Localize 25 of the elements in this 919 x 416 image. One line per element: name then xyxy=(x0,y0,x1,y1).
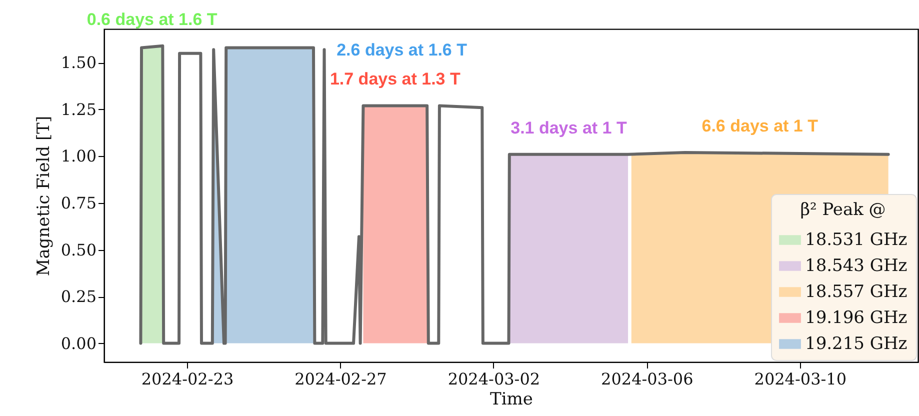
y-tick-label: 1.00 xyxy=(60,146,96,166)
x-tick-label: 2024-03-02 xyxy=(448,370,540,388)
annotation: 6.6 days at 1 T xyxy=(702,116,819,136)
y-tick-label: 1.50 xyxy=(60,53,96,72)
legend-label: 19.196 GHz xyxy=(805,308,908,328)
annotation: 3.1 days at 1 T xyxy=(510,118,628,138)
legend-label: 18.531 GHz xyxy=(805,230,908,250)
legend-label: 19.215 GHz xyxy=(805,334,908,354)
y-tick-label: 0.50 xyxy=(60,240,96,260)
annotation: 1.7 days at 1.3 T xyxy=(330,70,461,89)
annotation: 2.6 days at 1.6 T xyxy=(336,40,468,60)
legend-title: β² Peak @ xyxy=(800,200,886,220)
x-tick-label: 2024-03-06 xyxy=(601,370,694,388)
x-tick-label: 2024-02-27 xyxy=(294,370,387,388)
x-tick-label: 2024-03-10 xyxy=(754,370,847,388)
y-tick-label: 0.25 xyxy=(60,287,96,306)
y-tick-label: 1.25 xyxy=(60,100,96,119)
y-axis-title: Magnetic Field [T] xyxy=(34,116,54,276)
y-tick-label: 0.75 xyxy=(60,193,96,212)
legend-label: 18.543 GHz xyxy=(805,256,908,276)
text: 0.6 days at 1.6 T xyxy=(86,10,218,29)
x-tick-label: 2024-02-23 xyxy=(141,370,234,388)
legend-label: 18.557 GHz xyxy=(805,282,908,302)
x-axis-title: Time xyxy=(490,390,533,410)
y-tick-label: 0.00 xyxy=(60,334,96,353)
